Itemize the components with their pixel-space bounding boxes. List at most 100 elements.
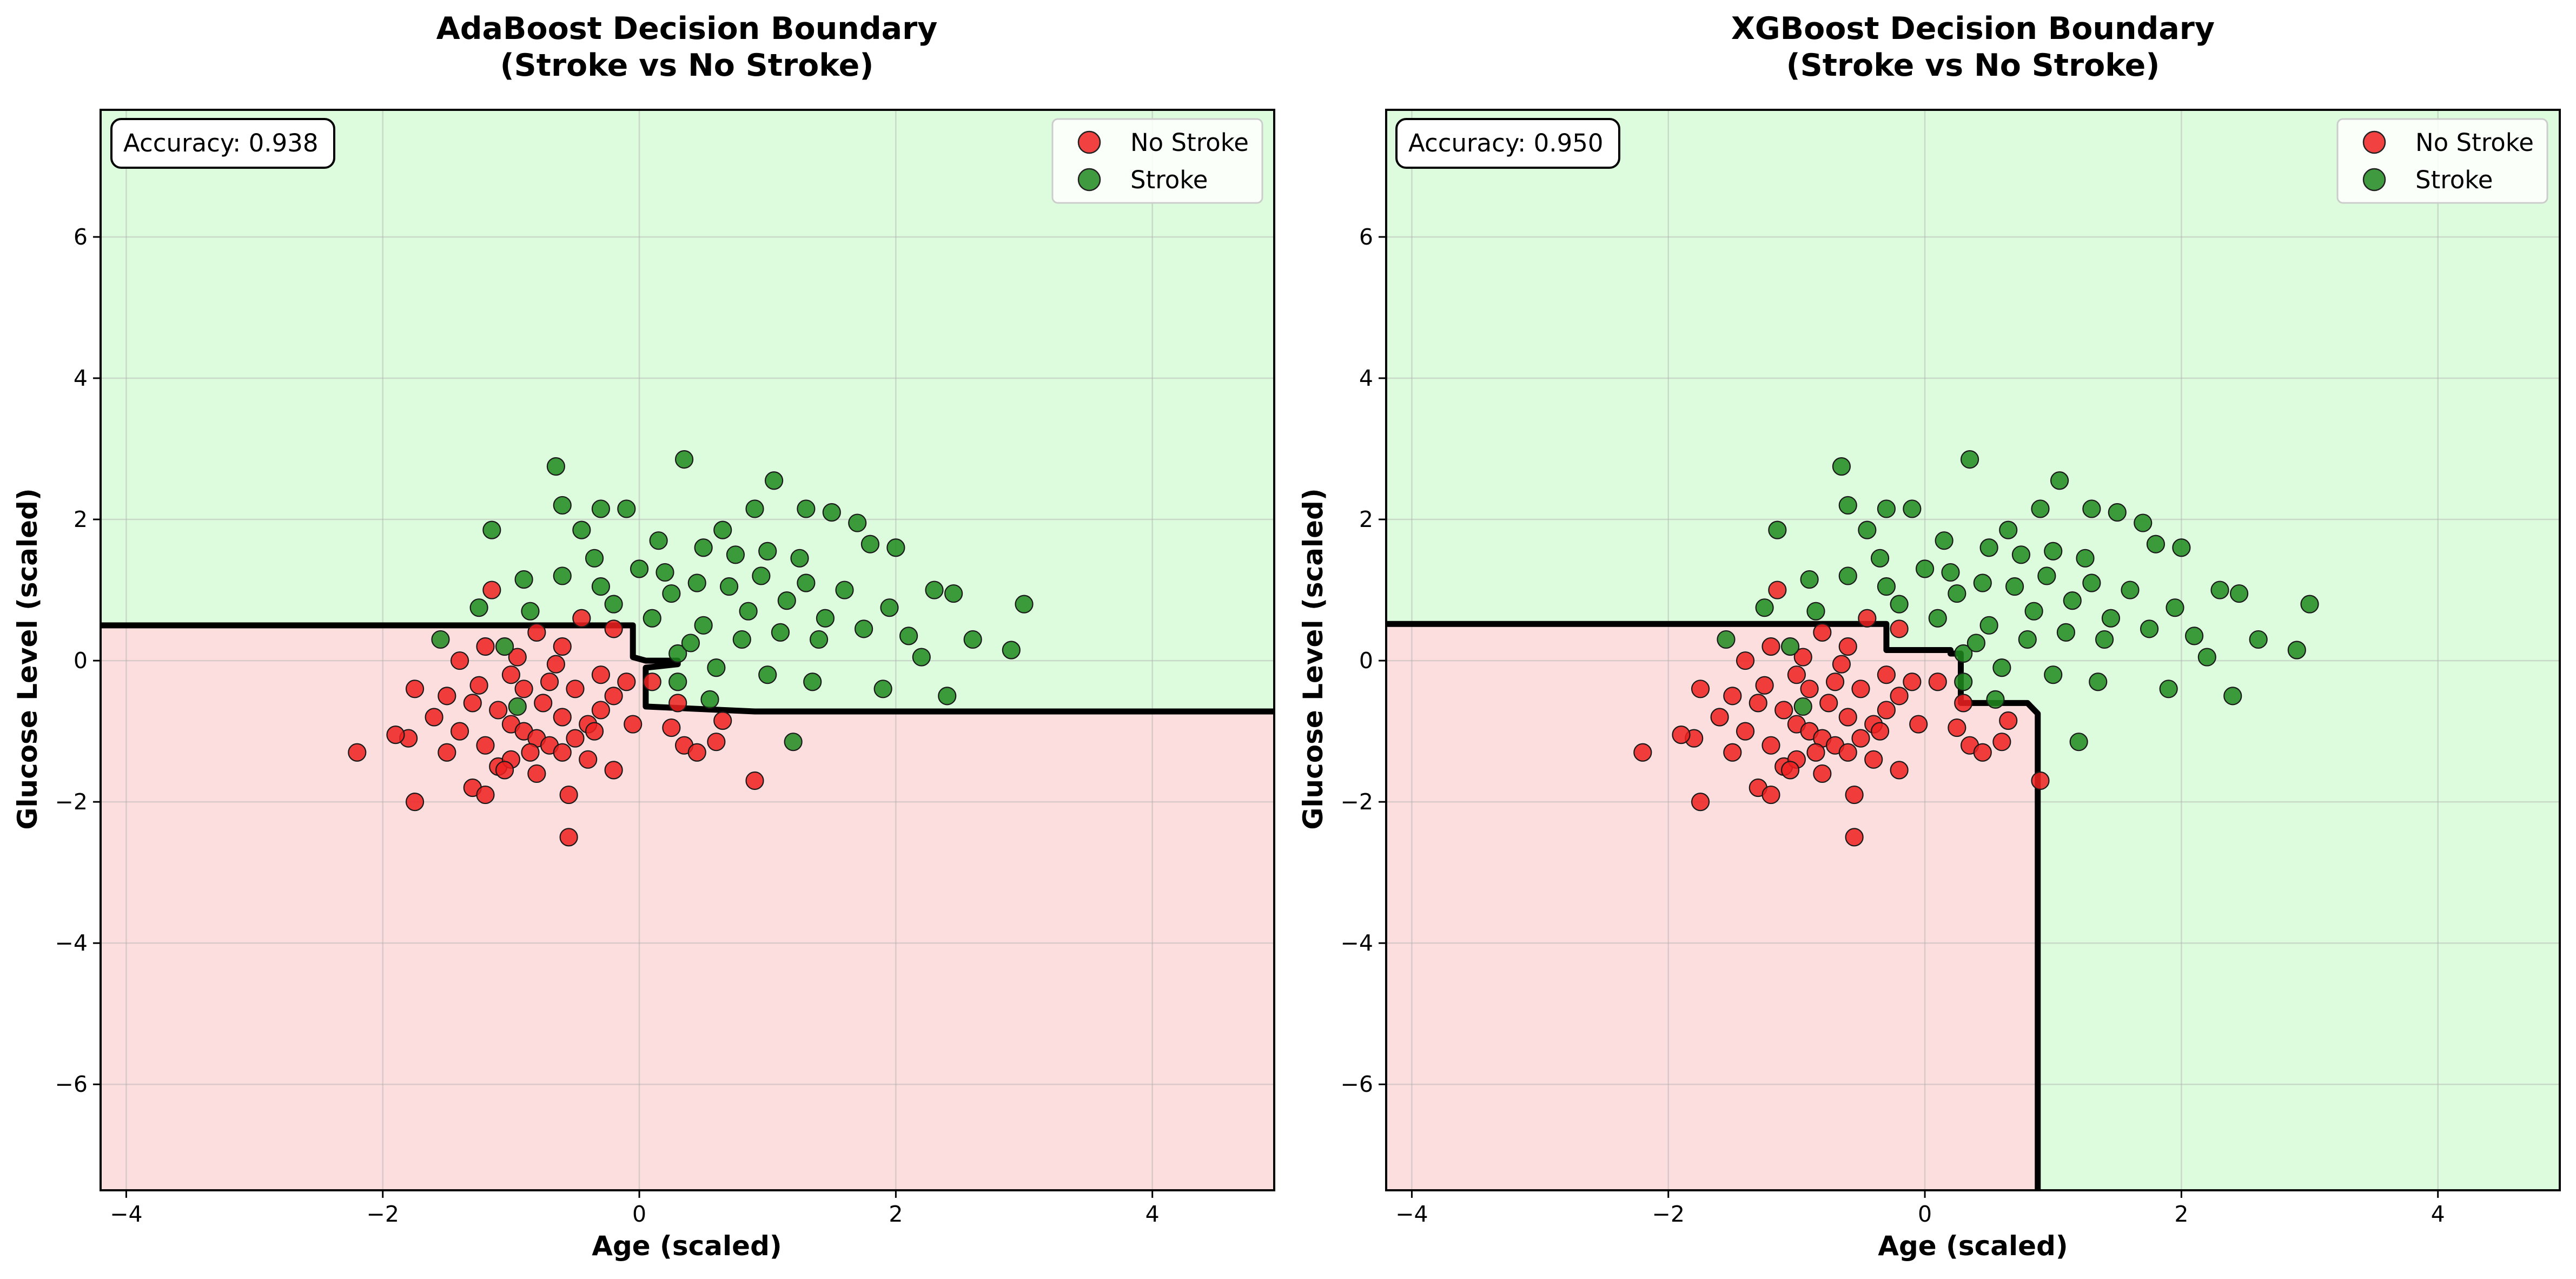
data-point-stroke [591, 577, 611, 596]
data-point-no-stroke [348, 743, 367, 762]
data-point-stroke [2037, 566, 2056, 585]
data-point-stroke [694, 616, 713, 635]
data-point-no-stroke [1832, 655, 1851, 674]
data-point-no-stroke [1948, 718, 1966, 737]
data-point-stroke [2044, 542, 2063, 561]
data-point-no-stroke [687, 743, 706, 762]
data-point-stroke [1973, 573, 1992, 592]
data-point-no-stroke [1903, 673, 1922, 691]
data-point-no-stroke [534, 694, 553, 713]
data-point-no-stroke [1762, 785, 1780, 805]
data-point-stroke [694, 538, 713, 557]
data-point-no-stroke [1755, 676, 1774, 695]
data-point-stroke [912, 648, 931, 667]
data-point-no-stroke [1890, 619, 1909, 638]
data-point-stroke [617, 499, 636, 518]
data-point-stroke [2223, 687, 2242, 706]
x-axis-label: Age (scaled) [592, 1230, 782, 1262]
data-point-no-stroke [662, 718, 681, 737]
data-point-no-stroke [2031, 771, 2050, 790]
data-point-stroke [681, 634, 700, 652]
data-point-no-stroke [1780, 761, 1800, 780]
data-point-stroke [1992, 658, 2011, 677]
data-point-stroke [2159, 680, 2178, 698]
y-tick-label: 4 [1359, 365, 1373, 391]
data-point-no-stroke [1999, 711, 2018, 730]
data-point-stroke [2172, 538, 2191, 557]
data-point-stroke [1768, 520, 1787, 539]
data-point-no-stroke [1838, 637, 1857, 656]
y-tick-label: −6 [55, 1071, 88, 1097]
data-point-stroke [803, 673, 822, 691]
data-point-no-stroke [572, 609, 591, 628]
data-point-stroke [2089, 673, 2108, 691]
data-point-no-stroke [1813, 764, 1832, 783]
data-point-stroke [469, 598, 488, 617]
data-point-stroke [687, 573, 706, 592]
data-point-stroke [732, 630, 751, 649]
data-point-no-stroke [1762, 736, 1780, 755]
data-point-no-stroke [1749, 694, 1767, 713]
data-point-no-stroke [617, 673, 636, 691]
data-point-stroke [1960, 450, 1979, 469]
x-tick-label: 0 [632, 1201, 646, 1227]
data-point-stroke [1838, 496, 1857, 515]
data-point-stroke [752, 566, 771, 585]
data-point-stroke [719, 577, 739, 596]
data-point-stroke [1935, 531, 1953, 550]
data-point-stroke [2076, 549, 2095, 568]
accuracy-box [1395, 118, 1620, 169]
chart-title-line2: (Stroke vs No Stroke) [1786, 48, 2160, 83]
data-point-no-stroke [1890, 687, 1909, 706]
data-point-no-stroke [1691, 793, 1710, 812]
data-point-stroke [674, 450, 694, 469]
data-point-stroke [2031, 499, 2050, 518]
data-point-stroke [1755, 598, 1774, 617]
data-point-stroke [1015, 595, 1034, 614]
data-point-no-stroke [713, 711, 732, 730]
data-point-stroke [745, 499, 764, 518]
data-point-stroke [2121, 581, 2140, 599]
data-point-stroke [1928, 609, 1947, 628]
data-point-stroke [1002, 641, 1021, 660]
data-point-no-stroke [527, 623, 546, 642]
data-point-no-stroke [624, 715, 643, 734]
data-point-stroke [822, 503, 841, 522]
data-point-no-stroke [1838, 708, 1857, 727]
data-point-stroke [643, 609, 661, 628]
data-point-stroke [1838, 566, 1857, 585]
data-point-stroke [521, 602, 540, 621]
y-tick-label: −6 [1341, 1071, 1373, 1097]
data-point-no-stroke [1813, 623, 1832, 642]
legend-marker-no-stroke [1077, 130, 1101, 154]
data-point-no-stroke [495, 761, 514, 780]
data-point-no-stroke [585, 722, 604, 741]
data-point-no-stroke [1633, 743, 1652, 762]
data-point-stroke [2197, 648, 2216, 667]
data-point-no-stroke [1864, 750, 1883, 769]
data-point-no-stroke [1723, 743, 1742, 762]
y-tick-label: 2 [1359, 506, 1373, 532]
data-point-stroke [797, 573, 816, 592]
data-point-stroke [854, 619, 873, 638]
data-point-stroke [873, 680, 892, 698]
data-point-no-stroke [476, 637, 495, 656]
data-point-no-stroke [1825, 673, 1845, 691]
data-point-stroke [585, 549, 604, 568]
data-point-stroke [2082, 499, 2101, 518]
data-point-stroke [1941, 563, 1960, 582]
data-point-stroke [758, 542, 777, 561]
data-point-no-stroke [1723, 687, 1742, 706]
data-point-stroke [649, 531, 668, 550]
data-point-stroke [1800, 570, 1819, 589]
data-point-stroke [771, 623, 790, 642]
data-point-no-stroke [559, 828, 578, 847]
data-point-no-stroke [1851, 680, 1870, 698]
data-point-no-stroke [1845, 828, 1864, 847]
data-point-stroke [1966, 634, 1986, 652]
data-point-no-stroke [469, 676, 488, 695]
data-point-stroke [2101, 609, 2121, 628]
data-point-no-stroke [1851, 729, 1870, 748]
data-point-stroke [2005, 577, 2024, 596]
